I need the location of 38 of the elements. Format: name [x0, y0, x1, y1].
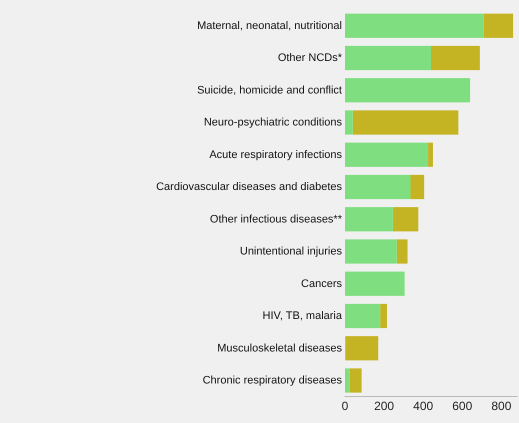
bar: [380, 304, 388, 328]
bar: [410, 174, 424, 200]
bar: [345, 78, 470, 102]
y-tick-label: Maternal, neonatal, nutritional: [197, 20, 342, 32]
x-tick-label: 200: [374, 399, 394, 414]
bar: [345, 304, 380, 328]
bar: [396, 239, 408, 264]
y-tick-label: Acute respiratory infections: [209, 148, 342, 161]
bar: [345, 207, 393, 232]
x-tick-label: 0: [342, 399, 349, 414]
y-tick-label: Musculoskeletal diseases: [217, 342, 342, 354]
y-tick-label: Other infectious diseases**: [210, 213, 343, 226]
x-tick-label: 600: [452, 399, 473, 414]
bar: [345, 368, 350, 393]
x-tick-label: 800: [491, 399, 512, 414]
y-tick-label: Cardiovascular diseases and diabetes: [156, 181, 342, 194]
bar: [345, 174, 410, 200]
bar: [345, 110, 353, 135]
y-tick-label: Neuro-psychiatric conditions: [204, 116, 342, 129]
bar: [431, 46, 480, 70]
bar: [352, 110, 458, 135]
bar: [345, 14, 484, 38]
bar: [345, 142, 428, 167]
bar: [346, 336, 378, 360]
y-tick-label: Unintentional injuries: [240, 246, 342, 258]
y-tick-label: Suicide, homicide and conflict: [197, 84, 342, 96]
y-tick-label: Chronic respiratory diseases: [202, 374, 342, 387]
bar: [345, 46, 431, 70]
bar: [345, 239, 397, 264]
y-tick-label: Other NCDs*: [278, 52, 343, 64]
y-tick-label: HIV, TB, malaria: [262, 310, 343, 322]
bar: [345, 272, 405, 296]
y-tick-label: Cancers: [301, 278, 342, 290]
bar: [484, 14, 514, 38]
bar: [428, 142, 433, 167]
bar: [350, 368, 362, 393]
x-tick-label: 400: [413, 399, 434, 414]
bar: [392, 207, 418, 232]
